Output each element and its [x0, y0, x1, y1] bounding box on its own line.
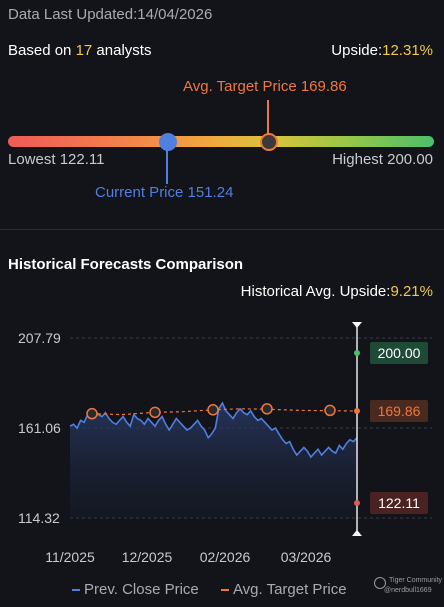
- price-range-bar: [8, 136, 434, 147]
- analysts-count: 17: [75, 42, 93, 59]
- data-updated-text: Data Last Updated:14/04/2026: [8, 6, 213, 23]
- historical-forecast-chart[interactable]: 207.79 161.06 114.32 200.00 169.86 122.11 11…: [0, 310, 444, 580]
- prev-close-area: [70, 403, 357, 518]
- x-tick-label: 12/2025: [122, 549, 173, 565]
- upside-value: 12.31%: [382, 42, 433, 59]
- avg-value-tag: 169.86: [378, 403, 421, 419]
- lowest-value-tag-dot: [354, 499, 360, 506]
- prev-close-line: [69, 401, 358, 459]
- avg-target-knob: [260, 133, 278, 151]
- avg-target-point[interactable]: [261, 403, 273, 415]
- legend-prev-close[interactable]: Prev. Close Price: [84, 581, 199, 598]
- legend-swatch-prev-close: [72, 589, 80, 592]
- watermark-brand: Tiger Community: [389, 577, 443, 584]
- tiger-logo-icon: [374, 577, 386, 589]
- avg-target-point[interactable]: [207, 404, 219, 416]
- avg-target-marker-line: [267, 100, 269, 134]
- highest-value-tag-bg: [370, 342, 428, 365]
- crosshair-bottom-arrow: [352, 530, 362, 536]
- avg-target-point[interactable]: [86, 407, 98, 420]
- x-axis-ticks: 11/2025 12/2025 02/2026 03/2026: [45, 549, 331, 565]
- legend-avg-target[interactable]: Avg. Target Price: [232, 581, 347, 598]
- chart-legend: Prev. Close Price Avg. Target Price: [72, 581, 347, 598]
- y-tick-label: 114.32: [18, 510, 60, 526]
- avg-value-tag-bg: [370, 400, 428, 423]
- upside-text: Upside:12.31%: [331, 42, 433, 59]
- crosshair-top-arrow: [352, 322, 362, 328]
- y-axis-ticks: 207.79 161.06 114.32: [18, 330, 61, 526]
- avg-target-point[interactable]: [149, 406, 161, 419]
- lowest-value-tag: 122.11: [378, 495, 420, 511]
- lowest-price-label: Lowest 122.11: [8, 151, 105, 168]
- y-tick-label: 161.06: [18, 420, 61, 436]
- section-divider: [0, 229, 444, 230]
- watermark: Tiger Community @nerdbull1669: [374, 576, 442, 596]
- highest-price-label: Highest 200.00: [332, 151, 433, 168]
- y-tick-label: 207.79: [18, 330, 61, 346]
- highest-value-tag: 200.00: [378, 345, 421, 361]
- x-tick-label: 03/2026: [281, 549, 332, 565]
- analysts-count-text: Based on 17 analysts: [8, 42, 152, 59]
- chart-crosshair: 200.00 169.86 122.11: [352, 322, 428, 536]
- avg-target-points: [86, 403, 336, 420]
- current-price-knob: [159, 133, 177, 151]
- current-price-marker-line: [166, 148, 168, 184]
- current-price-label: Current Price 151.24: [95, 184, 234, 201]
- x-tick-label: 11/2025: [45, 549, 95, 565]
- highest-value-tag-dot: [354, 350, 360, 357]
- avg-target-label: Avg. Target Price 169.86: [183, 78, 347, 95]
- historical-upside-value: 9.21%: [390, 283, 433, 300]
- avg-value-tag-dot: [354, 408, 360, 415]
- historical-title: Historical Forecasts Comparison: [8, 256, 244, 273]
- historical-upside-text: Historical Avg. Upside:9.21%: [240, 283, 433, 300]
- x-tick-label: 02/2026: [200, 549, 251, 565]
- avg-target-point[interactable]: [324, 404, 336, 417]
- legend-swatch-avg-target: [220, 589, 229, 592]
- lowest-value-tag-bg: [370, 491, 428, 514]
- watermark-user: @nerdbull1669: [384, 587, 432, 594]
